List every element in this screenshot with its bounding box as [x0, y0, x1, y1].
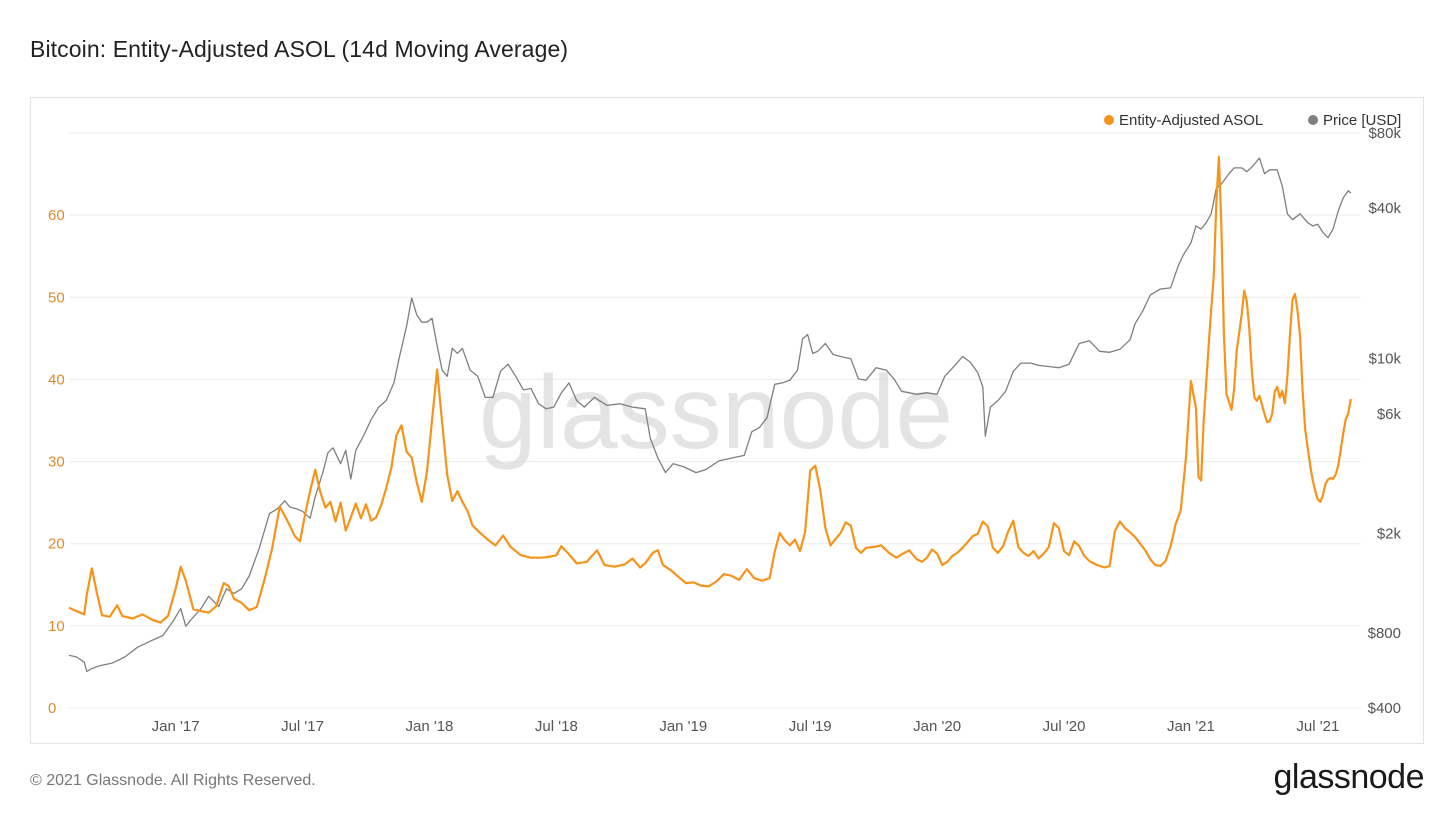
left-axis-tick-label: 40 — [48, 371, 65, 388]
page-title: Bitcoin: Entity-Adjusted ASOL (14d Movin… — [30, 36, 569, 62]
legend-price-label[interactable]: Price [USD] — [1323, 112, 1401, 129]
x-axis-tick-label: Jan '21 — [1167, 718, 1215, 735]
legend-price-marker — [1308, 115, 1318, 125]
copyright-footer: © 2021 Glassnode. All Rights Reserved. — [30, 772, 316, 789]
left-axis-tick-label: 30 — [48, 454, 65, 471]
x-axis-tick-label: Jul '17 — [281, 718, 324, 735]
right-axis-tick-label: $2k — [1377, 525, 1402, 542]
glassnode-logo[interactable]: glassnode — [1273, 758, 1424, 796]
x-axis-tick-label: Jan '19 — [659, 718, 707, 735]
price-line[interactable] — [68, 157, 1352, 673]
left-axis-tick-label: 0 — [48, 700, 56, 717]
x-axis-tick-label: Jul '21 — [1296, 718, 1339, 735]
right-axis-tick-label: $800 — [1368, 625, 1401, 642]
right-axis-tick-label: $6k — [1377, 406, 1402, 423]
left-axis-tick-label: 20 — [48, 536, 65, 553]
chart-panel: glassnode 0 10 20 30 40 50 60 $400 $800 $2k $6k $10k… — [30, 97, 1424, 744]
x-axis-tick-label: Jul '18 — [535, 718, 578, 735]
right-axis-tick-label: $400 — [1368, 700, 1401, 717]
x-axis-tick-label: Jul '19 — [789, 718, 832, 735]
left-axis-tick-label: 50 — [48, 289, 65, 306]
right-axis-tick-label: $10k — [1368, 351, 1401, 368]
right-axis-tick-label: $40k — [1368, 200, 1401, 217]
legend-asol-marker — [1104, 115, 1114, 125]
left-axis-tick-label: 10 — [48, 618, 65, 635]
legend-asol-label[interactable]: Entity-Adjusted ASOL — [1119, 112, 1263, 129]
left-axis-tick-label: 60 — [48, 207, 65, 224]
watermark: glassnode — [479, 355, 953, 471]
x-axis-tick-label: Jul '20 — [1043, 718, 1086, 735]
x-axis-tick-label: Jan '17 — [152, 718, 200, 735]
x-axis-tick-label: Jan '18 — [405, 718, 453, 735]
right-axis-tick-label: $80k — [1368, 125, 1401, 142]
chart[interactable]: glassnode 0 10 20 30 40 50 60 $400 $800 $2k $6k $10k… — [31, 98, 1423, 743]
asol-line[interactable] — [68, 155, 1352, 624]
x-axis-tick-label: Jan '20 — [913, 718, 961, 735]
